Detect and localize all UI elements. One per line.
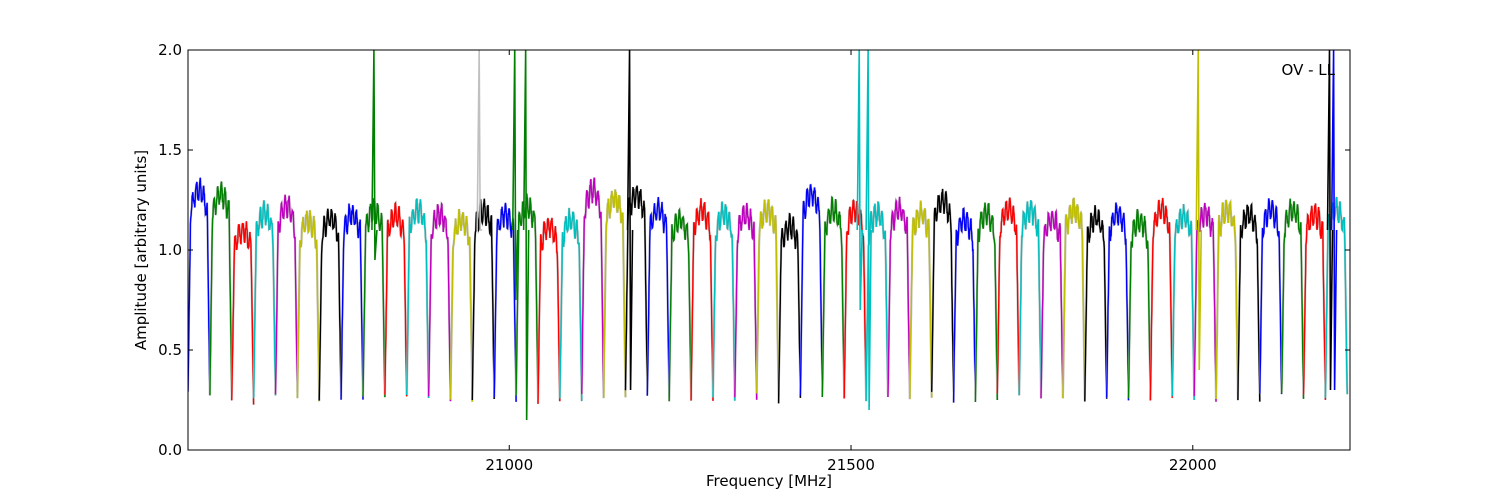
channel-curve — [712, 201, 736, 401]
channel-curve — [1127, 208, 1152, 400]
channel-curve — [1106, 202, 1130, 401]
axis-ticks: 21000 21500 22000 0.0 0.5 1.0 1.5 2.0 — [158, 41, 1350, 474]
channel-curve — [1259, 198, 1283, 395]
rfi-spike — [511, 50, 519, 301]
channel-curve — [756, 199, 780, 397]
channel-curve — [865, 201, 889, 402]
y-tick-label: 1.5 — [158, 141, 182, 159]
rfi-spike — [856, 50, 864, 311]
channel-curve — [581, 177, 605, 397]
rfi-spike — [476, 50, 483, 231]
y-axis-label: Amplitude [arbitrary units] — [132, 150, 150, 350]
channel-curve — [362, 198, 386, 398]
channel-curve — [1237, 202, 1261, 402]
channel-curve — [1171, 203, 1195, 400]
channel-curve — [952, 207, 977, 403]
channel-curve — [646, 196, 670, 398]
y-tick-label: 0.5 — [158, 341, 182, 359]
channel-shadow — [1258, 198, 1283, 395]
rfi-spike — [1326, 50, 1334, 391]
channel-curve — [318, 208, 342, 401]
channel-curve — [493, 202, 517, 402]
channel-curve — [821, 196, 845, 398]
channel-curve — [209, 181, 233, 396]
channel-curve — [624, 185, 648, 392]
channel-curve — [777, 212, 802, 404]
channel-curve — [1193, 202, 1217, 402]
channel-shadow — [711, 201, 736, 401]
channel-curve — [799, 183, 823, 396]
channel-curve — [406, 198, 430, 399]
channel-curve — [602, 189, 627, 399]
channel-curve — [1324, 196, 1348, 398]
channel-curve — [1062, 197, 1086, 399]
channel-curve — [734, 202, 758, 400]
channel-shadow — [427, 200, 452, 402]
y-tick-label: 2.0 — [158, 41, 182, 59]
channel-curve — [887, 196, 911, 398]
channel-shadow — [296, 210, 321, 402]
channel-shadow — [580, 177, 605, 397]
channel-curve — [1302, 203, 1327, 400]
x-tick-label: 21500 — [827, 456, 875, 474]
rfi-spike — [626, 50, 634, 391]
x-tick-label: 22000 — [1169, 456, 1217, 474]
data-series — [188, 50, 1349, 421]
channel-curve — [668, 207, 692, 402]
channel-curve — [188, 177, 211, 395]
channel-curve — [1149, 197, 1173, 401]
channel-curve — [296, 210, 320, 402]
channel-curve — [427, 201, 452, 402]
channel-curve — [1018, 200, 1042, 397]
channel-curve — [340, 203, 364, 400]
channel-curve — [1084, 205, 1108, 402]
channel-curve — [252, 200, 277, 399]
channel-curve — [537, 217, 561, 404]
rfi-spike — [1330, 50, 1338, 391]
x-axis-label: Frequency [MHz] — [706, 472, 832, 490]
channel-shadow — [1127, 208, 1152, 400]
channel-curve — [996, 197, 1020, 396]
x-tick-label: 21000 — [485, 456, 533, 474]
channel-curve — [931, 188, 955, 393]
rfi-spike — [371, 50, 378, 261]
channel-curve — [559, 207, 583, 402]
rfi-spike — [1195, 50, 1203, 371]
series-annotation: OV - LL — [1282, 61, 1336, 79]
channel-curve — [909, 200, 933, 400]
channel-curve — [471, 198, 495, 401]
channel-curve — [231, 221, 255, 405]
y-tick-label: 1.0 — [158, 241, 182, 259]
channel-curve — [515, 193, 539, 399]
channel-curve — [449, 208, 473, 402]
y-tick-label: 0.0 — [158, 441, 182, 459]
channel-curve — [974, 202, 998, 403]
channel-curve — [1040, 208, 1064, 399]
channel-curve — [384, 201, 408, 397]
rfi-spike — [865, 50, 872, 411]
channel-curve — [274, 194, 299, 395]
rfi-spike — [522, 50, 530, 421]
channel-curve — [690, 198, 714, 401]
channel-curve — [1215, 199, 1239, 400]
channel-curve — [1280, 198, 1305, 399]
